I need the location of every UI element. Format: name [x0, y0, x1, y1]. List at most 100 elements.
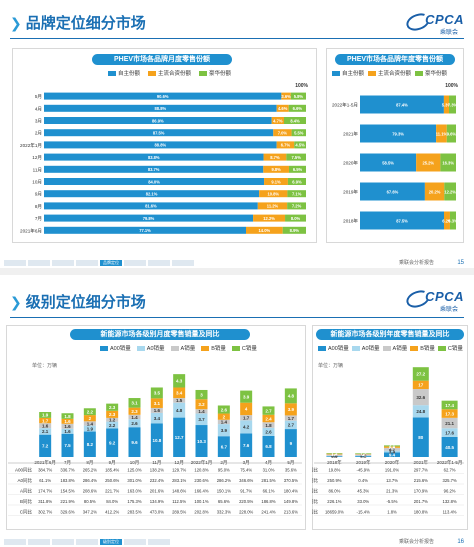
- category-label: 5月: [35, 94, 42, 100]
- table-cell: 174.7%: [38, 489, 52, 494]
- bar-segment: [83, 425, 96, 432]
- bar-segment: [106, 403, 119, 411]
- data-label: 5.3%: [442, 102, 452, 107]
- data-label: 21.1: [445, 421, 454, 426]
- footer-tab[interactable]: [4, 260, 26, 266]
- yearly-sales-title: 新能源市场各级别年度零售销量及同比: [316, 329, 464, 340]
- footer-tab[interactable]: [4, 539, 26, 545]
- table-cell: 166.4%: [194, 489, 208, 494]
- bar-segment: [128, 407, 141, 415]
- footer-tab-active[interactable]: 品牌定位: [100, 260, 122, 266]
- bar-segment: [106, 421, 119, 429]
- data-label: 4.8: [288, 394, 295, 399]
- bar-segment: [360, 182, 425, 201]
- table-cell: 129.7%: [172, 468, 186, 473]
- bar-segment: [283, 117, 306, 124]
- table-cell: 336.7%: [60, 468, 74, 473]
- bar-segment: [441, 417, 458, 429]
- data-label: 1.5: [176, 398, 183, 403]
- footer-tab[interactable]: [124, 260, 146, 266]
- category-label: 2022年1月: [20, 142, 42, 149]
- table-cell: 311.8%: [38, 499, 52, 504]
- bar-segment: [106, 428, 119, 457]
- bar-segment: [285, 214, 306, 222]
- legend-item-b: B销量: [410, 344, 435, 352]
- data-label: 3.4: [389, 449, 396, 454]
- footer-tab[interactable]: [28, 260, 50, 266]
- bar-segment: [240, 415, 253, 421]
- data-label: 4.8: [176, 408, 183, 413]
- table-cell: 384.7%: [38, 468, 52, 473]
- table-cell: 96.2%: [444, 489, 456, 494]
- category-label: 2021年6月: [34, 459, 56, 466]
- table-cell: 13.7%: [386, 478, 398, 483]
- footer-tab[interactable]: [76, 260, 98, 266]
- table-cell: 286.4%: [83, 478, 97, 483]
- title-arrow-icon: ❯: [10, 295, 22, 311]
- bar-segment: [61, 423, 74, 429]
- footer-tab[interactable]: [172, 260, 194, 266]
- table-row-label: C同比: [312, 509, 318, 516]
- table-cell: 215.6%: [414, 478, 428, 483]
- yearly-share-legend: 自主份额 主流合资份额 豪华份额: [332, 69, 447, 77]
- data-label: 7.5%: [292, 155, 302, 160]
- data-label: 8.2: [87, 442, 94, 447]
- data-label: 17: [418, 383, 424, 388]
- legend-item-a0: A0销量: [136, 344, 165, 352]
- bar-segment: [284, 429, 297, 457]
- footer-tab[interactable]: [148, 260, 170, 266]
- bar-segment: [384, 450, 400, 453]
- data-label: 1.2: [360, 451, 367, 456]
- footer-tab[interactable]: [28, 539, 50, 545]
- table-cell: 80.5%: [84, 499, 96, 504]
- bar-segment: [150, 412, 163, 424]
- table-cell: 220.5%: [239, 499, 253, 504]
- table-cell: 473.0%: [150, 510, 164, 515]
- table-cell: 302.7%: [38, 510, 52, 515]
- bar-segment: [240, 402, 253, 416]
- bar-segment: [217, 436, 230, 457]
- data-label: 2.1: [42, 429, 49, 434]
- bar-segment: [276, 104, 289, 112]
- bar-segment: [444, 182, 456, 201]
- category-label: 2021年: [414, 459, 429, 466]
- footer-tab[interactable]: [52, 539, 74, 545]
- footer-tab[interactable]: [148, 539, 170, 545]
- monthly-share-chart: 100% 5月 90.6% 3.6% 5.8% 4月 88.8% 4.6% 6.6% 3月 86.9…: [20, 83, 309, 234]
- category-label: 2022年1-5月: [437, 459, 463, 466]
- data-label: 16.3%: [442, 160, 454, 165]
- bar-segment: [448, 95, 456, 114]
- bar-segment: [288, 165, 306, 173]
- bar-segment: [294, 141, 306, 149]
- table-cell: 281.5%: [261, 478, 275, 483]
- data-label: 2.3: [109, 412, 116, 417]
- category-label: 7月: [35, 216, 42, 222]
- legend-item-c: C销量: [437, 344, 463, 352]
- bar-segment: [446, 124, 456, 143]
- data-label: 4.5%: [295, 143, 305, 148]
- data-label: 3.6%: [281, 94, 291, 99]
- unit-label: 单位：万辆: [32, 362, 57, 369]
- table-cell: 148.6%: [172, 489, 186, 494]
- table-row-label: A00同比: [15, 467, 33, 474]
- category-label: 2月: [35, 131, 42, 137]
- yearly-share-title: PHEV市场各品牌年度零售份额: [335, 54, 455, 65]
- footer-tab[interactable]: [52, 260, 74, 266]
- data-label: 12.2%: [444, 189, 456, 194]
- data-label: 10.8%: [267, 192, 279, 197]
- table-row-label: B同比: [312, 498, 318, 505]
- table-cell: 208.6%: [83, 489, 97, 494]
- data-label: 2.6: [265, 430, 272, 435]
- table-cell: 33.0%: [357, 499, 369, 504]
- footer-tab[interactable]: [124, 539, 146, 545]
- data-label: 17.4: [445, 403, 454, 408]
- footer-source: 乘联会分析报告: [398, 260, 434, 266]
- data-label: 77.1%: [139, 228, 151, 233]
- monthly-share-legend: 自主份额 主流合资份额 豪华份额: [108, 69, 231, 77]
- bar-segment: [128, 419, 141, 428]
- data-label: 79.3%: [392, 131, 404, 136]
- data-label: 6.7%: [281, 143, 291, 148]
- footer-tab[interactable]: [76, 539, 98, 545]
- footer-tab-active[interactable]: 级别定位: [100, 539, 122, 545]
- data-label: 87.5%: [153, 131, 165, 136]
